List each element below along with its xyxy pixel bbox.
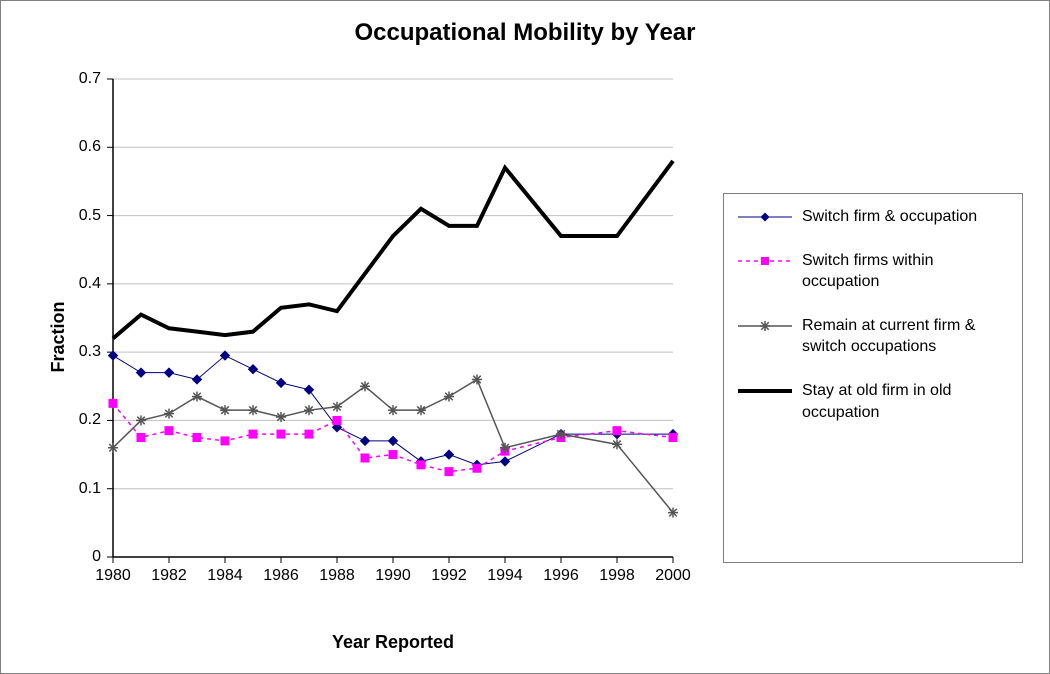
x-tick-label: 1990 [371, 567, 415, 585]
y-tick-label: 0.3 [79, 343, 101, 361]
legend-label: Stay at old firm in old occupation [802, 380, 1008, 423]
legend-swatch [738, 252, 792, 270]
legend-swatch [738, 382, 792, 400]
y-tick-label: 0.6 [79, 138, 101, 156]
x-axis-label: Year Reported [113, 632, 673, 653]
legend: Switch firm & occupation Switch firms wit… [723, 193, 1023, 563]
x-tick-label: 1982 [147, 567, 191, 585]
y-axis-label: Fraction [48, 301, 69, 372]
plot-area [113, 79, 673, 557]
legend-label: Switch firms within occupation [802, 250, 1008, 293]
x-tick-label: 1984 [203, 567, 247, 585]
x-tick-label: 1996 [539, 567, 583, 585]
legend-item-switch_firm_occ: Switch firm & occupation [738, 206, 1008, 228]
legend-item-switch_firms_within: Switch firms within occupation [738, 250, 1008, 293]
x-tick-label: 1994 [483, 567, 527, 585]
x-tick-label: 1986 [259, 567, 303, 585]
legend-label: Remain at current firm & switch occupati… [802, 315, 1008, 358]
x-tick-label: 1998 [595, 567, 639, 585]
y-tick-label: 0.4 [79, 275, 101, 293]
chart-title: Occupational Mobility by Year [1, 19, 1049, 47]
x-tick-label: 1988 [315, 567, 359, 585]
legend-item-remain_switch_occ: Remain at current firm & switch occupati… [738, 315, 1008, 358]
y-tick-label: 0.2 [79, 411, 101, 429]
legend-swatch [738, 208, 792, 226]
legend-item-stay_old: Stay at old firm in old occupation [738, 380, 1008, 423]
legend-swatch [738, 317, 792, 335]
y-tick-label: 0 [92, 548, 101, 566]
chart-frame: Occupational Mobility by Year Fraction 0… [0, 0, 1050, 674]
legend-label: Switch firm & occupation [802, 206, 977, 228]
x-tick-label: 1980 [91, 567, 135, 585]
series-line-stay_old [113, 161, 673, 339]
y-tick-label: 0.7 [79, 70, 101, 88]
y-tick-label: 0.1 [79, 480, 101, 498]
y-tick-label: 0.5 [79, 207, 101, 225]
x-tick-label: 1992 [427, 567, 471, 585]
x-tick-label: 2000 [651, 567, 695, 585]
